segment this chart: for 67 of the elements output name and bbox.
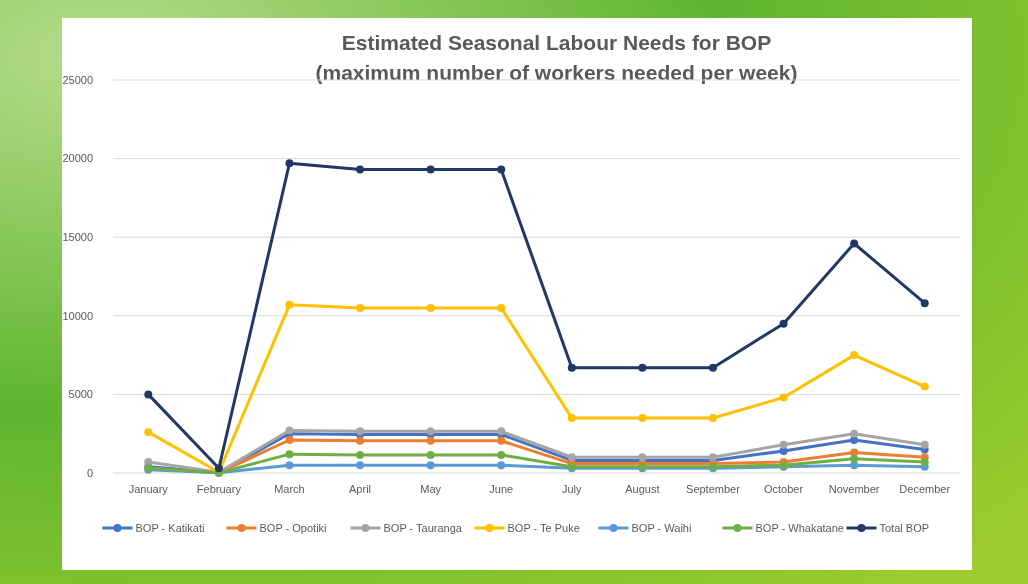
point <box>920 382 929 391</box>
point <box>285 300 294 309</box>
point <box>285 435 294 444</box>
y-tick-label: 25000 <box>62 73 93 86</box>
x-tick-label: March <box>274 483 305 495</box>
point <box>356 436 365 445</box>
point <box>850 454 859 463</box>
x-tick-label: June <box>489 483 514 495</box>
point <box>497 165 506 174</box>
point <box>426 450 435 459</box>
point <box>356 165 365 174</box>
point <box>920 440 929 449</box>
point <box>920 299 929 308</box>
x-tick-label: August <box>625 483 660 495</box>
x-tick-label: December <box>899 483 951 495</box>
legend-label: BOP - Te Puke <box>507 521 580 534</box>
point <box>426 303 435 312</box>
point <box>638 413 647 422</box>
y-tick-label: 10000 <box>62 309 93 322</box>
point <box>779 393 788 402</box>
x-tick-label: January <box>128 483 169 495</box>
point <box>144 428 153 437</box>
x-tick-label: November <box>828 483 880 495</box>
point <box>708 413 717 422</box>
point <box>426 436 435 445</box>
x-tick-label: April <box>349 483 372 495</box>
chart-title: Estimated Seasonal Labour Needs for BOP <box>341 31 772 54</box>
point <box>426 461 435 470</box>
point <box>285 461 294 470</box>
point <box>356 461 365 470</box>
x-tick-label: May <box>420 483 442 495</box>
point <box>144 390 153 399</box>
point <box>497 436 506 445</box>
point <box>850 429 859 438</box>
point <box>497 303 506 312</box>
point <box>214 464 223 473</box>
legend-label: Total BOP <box>879 521 930 534</box>
point <box>708 363 717 372</box>
point <box>285 450 294 459</box>
legend-label: BOP - Waihi <box>631 521 692 534</box>
point <box>850 239 859 248</box>
legend-label: BOP - Tauranga <box>383 521 463 534</box>
x-tick-label: September <box>686 483 741 495</box>
x-tick-label: October <box>763 483 804 495</box>
point <box>779 440 788 449</box>
legend-label: BOP - Katikati <box>135 521 205 534</box>
chart-subtitle: (maximum number of workers needed per week) <box>315 61 798 84</box>
point <box>285 159 294 168</box>
y-tick-label: 15000 <box>62 231 93 244</box>
point <box>920 458 929 466</box>
legend-label: BOP - Whakatane <box>755 521 844 534</box>
point <box>356 450 365 459</box>
point <box>567 413 576 422</box>
point <box>567 363 576 372</box>
x-tick-label: July <box>562 483 583 495</box>
point <box>638 363 647 372</box>
point <box>426 165 435 174</box>
point <box>850 351 859 360</box>
y-tick-label: 0 <box>86 466 93 479</box>
point <box>497 450 506 459</box>
point <box>779 319 788 328</box>
legend-label: BOP - Opotiki <box>259 521 327 534</box>
point <box>356 303 365 312</box>
y-tick-label: 5000 <box>68 388 93 401</box>
y-tick-label: 20000 <box>62 152 93 165</box>
x-tick-label: February <box>196 483 242 495</box>
point <box>497 461 506 470</box>
